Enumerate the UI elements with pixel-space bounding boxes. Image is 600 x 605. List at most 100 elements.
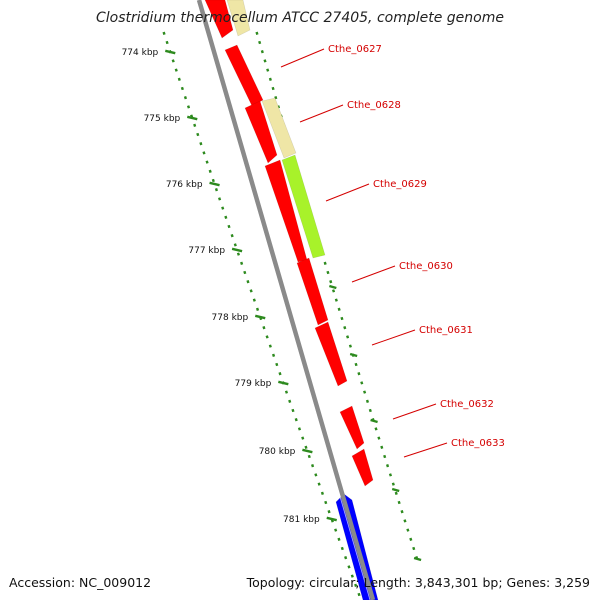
- ruler-dot: [165, 40, 169, 45]
- outer-track-tick: [391, 487, 400, 493]
- outer-track-dot: [360, 381, 364, 385]
- ruler-dot: [320, 491, 324, 495]
- gene-label[interactable]: Cthe_0628: [347, 100, 401, 111]
- outer-track-dot: [363, 390, 367, 394]
- ruler-tick-label: 779 kbp: [235, 379, 272, 389]
- label-leader-line: [325, 183, 370, 202]
- outer-track-dot: [255, 31, 259, 35]
- outer-track-dot: [329, 280, 333, 284]
- ruler-tick: [254, 314, 266, 320]
- gene-block-0633[interactable]: [351, 448, 374, 487]
- ruler-dot: [327, 510, 331, 514]
- ruler-tick-label: 781 kbp: [283, 515, 320, 525]
- gene-label[interactable]: Cthe_0627: [328, 44, 382, 55]
- outer-track-dot: [276, 105, 281, 109]
- outer-track-dot: [346, 335, 350, 339]
- gene-block-0626[interactable]: [204, 0, 234, 39]
- outer-track-dot: [331, 289, 336, 293]
- ruler-dot: [347, 565, 351, 569]
- ruler-dot: [324, 500, 328, 505]
- label-leader-line: [280, 48, 325, 68]
- ruler-tick-label: 774 kbp: [122, 48, 159, 58]
- ruler-dot: [243, 270, 247, 275]
- ruler-dot: [294, 418, 298, 422]
- ruler-dot: [218, 197, 222, 201]
- gene-block-0631[interactable]: [314, 321, 348, 387]
- ruler-dot: [199, 142, 203, 146]
- ruler-tick: [164, 49, 176, 55]
- outer-track-dot: [337, 307, 341, 311]
- outer-track-tick: [349, 352, 358, 358]
- ruler-dot: [227, 224, 231, 229]
- ruler-dot: [334, 528, 338, 532]
- outer-track-dot: [274, 96, 278, 100]
- outer-track-dot: [334, 298, 338, 302]
- ruler-dot: [236, 252, 240, 256]
- label-leaders: [280, 48, 448, 458]
- gene-label[interactable]: Cthe_0629: [373, 179, 427, 190]
- gene-block-tan-top[interactable]: [226, 0, 251, 37]
- ruler-dot: [275, 362, 279, 367]
- ruler-dot: [317, 482, 321, 486]
- outer-track-dot: [377, 436, 381, 440]
- ruler-dot: [268, 344, 272, 348]
- ruler-dot: [311, 464, 315, 468]
- outer-track-dot: [365, 399, 370, 403]
- gene-block-0628[interactable]: [244, 100, 278, 164]
- ruler-dot: [196, 132, 200, 137]
- ruler-dot: [249, 289, 253, 293]
- genes: [204, 0, 379, 601]
- gene-label[interactable]: Cthe_0632: [440, 399, 494, 410]
- outer-track-dot: [380, 445, 384, 449]
- ruler-dot: [340, 546, 344, 551]
- ruler-dot: [214, 188, 218, 192]
- gene-block-0627[interactable]: [224, 44, 264, 107]
- ruler-dot: [183, 96, 187, 100]
- backbone-line: [196, 0, 376, 601]
- gene-label[interactable]: Cthe_0630: [399, 261, 453, 272]
- ruler-dot: [211, 178, 215, 183]
- ruler-dot: [314, 473, 318, 477]
- ruler-tick-label: 778 kbp: [212, 313, 249, 323]
- ruler-dot: [252, 298, 256, 302]
- outer-track-tick: [329, 284, 337, 290]
- outer-track-dot: [271, 86, 275, 91]
- gene-label[interactable]: Cthe_0633: [451, 438, 505, 449]
- ruler-dot: [291, 408, 295, 413]
- ruler-tick-label: 775 kbp: [144, 114, 181, 124]
- gene-block-0629-green[interactable]: [281, 154, 326, 259]
- gene-block-0630[interactable]: [296, 257, 329, 326]
- outer-track-dot: [258, 40, 262, 45]
- outer-track-dot: [406, 528, 410, 532]
- ruler-dot: [171, 59, 175, 63]
- outer-track-dot: [357, 372, 361, 376]
- outer-track-dot: [400, 510, 404, 514]
- ruler-tick: [231, 247, 243, 253]
- ruler-dot: [162, 31, 166, 35]
- accession-text: Accession: NC_009012: [9, 575, 152, 590]
- gene-label[interactable]: Cthe_0631: [419, 325, 473, 336]
- ruler-dot: [307, 454, 311, 459]
- ruler-dot: [262, 326, 266, 330]
- gene-block-0628-tan[interactable]: [261, 97, 297, 159]
- gene-block-0632[interactable]: [339, 405, 365, 450]
- genome-backbone: [195, 0, 376, 601]
- ruler-dot: [174, 68, 178, 72]
- outer-track-dot: [394, 491, 398, 495]
- outer-track-dot: [266, 68, 270, 72]
- ruler-dot: [337, 537, 341, 541]
- ruler-dot: [272, 353, 276, 357]
- label-leader-line: [392, 403, 437, 420]
- label-leader-line: [351, 265, 396, 283]
- ruler-dot: [350, 574, 354, 578]
- gene-labels: Cthe_0627 Cthe_0628 Cthe_0629 Cthe_0630 Cthe…: [328, 44, 505, 449]
- outer-track-dot: [397, 500, 401, 505]
- ruler-tick: [186, 115, 198, 121]
- label-leader-line: [371, 329, 416, 346]
- outer-track-dot: [391, 482, 395, 486]
- label-leader-line: [403, 442, 448, 458]
- ruler-dot: [240, 261, 244, 265]
- outer-track-dot: [263, 59, 267, 63]
